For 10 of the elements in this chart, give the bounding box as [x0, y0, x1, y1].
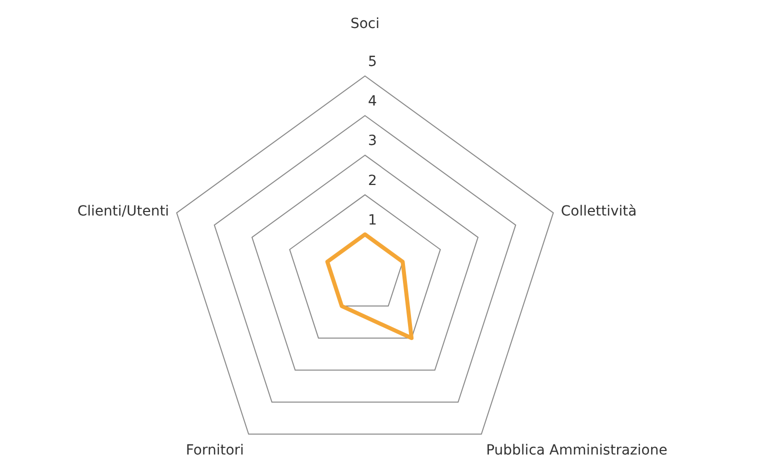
- y-tick-label: 1: [368, 212, 377, 228]
- spoke-label: Fornitori: [186, 442, 244, 459]
- y-tick-label: 2: [368, 172, 377, 189]
- y-tick-label: 5: [368, 54, 377, 70]
- y-tick-label: 4: [368, 94, 377, 110]
- y-tick-label: 3: [368, 133, 377, 150]
- spoke-label: Collettività: [560, 203, 637, 220]
- spoke-label: Pubblica Amministrazione: [486, 442, 668, 459]
- spoke-label: Soci: [350, 16, 380, 32]
- spoke-label: Clienti/Utenti: [77, 203, 170, 220]
